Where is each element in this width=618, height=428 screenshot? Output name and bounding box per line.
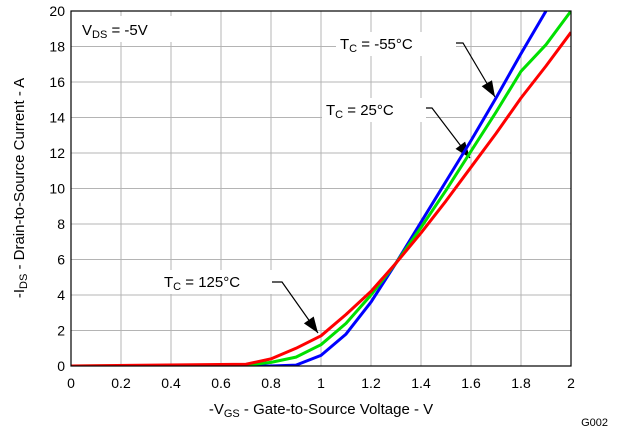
y-tick-label: 16: [49, 74, 65, 90]
tc-125-annotation: TC = 125°C: [164, 274, 240, 293]
tc-25-annotation-box: [322, 98, 426, 122]
x-tick-label: 1.6: [461, 375, 481, 391]
tc-125-annotation-leader: [272, 281, 319, 334]
y-tick-label: 8: [57, 216, 65, 232]
y-tick-label: 4: [57, 287, 65, 303]
y-tick-label: 14: [49, 110, 65, 126]
x-tick-label: 0.2: [111, 375, 131, 391]
x-tick-label: 1.2: [361, 375, 381, 391]
x-tick-label: 0: [67, 375, 75, 391]
tc-25-annotation-leader: [426, 107, 471, 159]
vds-annotation-box: [78, 16, 182, 42]
x-tick-label: 0.6: [211, 375, 231, 391]
y-tick-label: 2: [57, 323, 65, 339]
tc-25-annotation-arrowhead: [455, 141, 470, 158]
annotation-leaders: [272, 42, 496, 334]
x-tick-label: 1: [317, 375, 325, 391]
tc-125-annotation-arrowhead: [303, 316, 318, 333]
x-tick-label: 0.8: [261, 375, 281, 391]
y-tick-label: 10: [49, 181, 65, 197]
series-lines: [71, 11, 571, 366]
x-tick-label: 2: [567, 375, 575, 391]
tc-25-annotation: TC = 25°C: [326, 102, 394, 121]
tick-labels: 0 0.2 0.4 0.6 0.8 1 1.2 1.4 1.6 1.8 20246810121416…: [49, 3, 575, 391]
tc-minus55-annotation-box: [336, 32, 456, 56]
x-tick-label: 1.4: [411, 375, 431, 391]
y-tick-label: 0: [57, 358, 65, 374]
y-tick-label: 18: [49, 39, 65, 55]
x-tick-label: 1.8: [511, 375, 531, 391]
tc-minus55-annotation: TC = -55°C: [340, 36, 413, 55]
vds-annotation: VDS = -5V: [82, 22, 148, 41]
x-axis-label: -VGS - Gate-to-Source Voltage - V: [209, 401, 433, 420]
figure-id: G002: [581, 417, 608, 428]
series-line-3: [71, 31, 571, 366]
tc-minus55-annotation-leader: [456, 42, 496, 98]
tc-minus55-annotation-arrowhead: [481, 80, 495, 97]
x-tick-label: 0.4: [161, 375, 181, 391]
tc-125-annotation-box: [160, 270, 272, 294]
y-tick-label: 12: [49, 145, 65, 161]
plot-frame: [70, 10, 572, 367]
annotations: VDS = -5V TC = -55°C TC = 25°C TC = 125°C: [78, 16, 456, 294]
y-axis-label: -IDS - Drain-to-Source Current - A: [11, 78, 30, 298]
y-tick-label: 6: [57, 252, 65, 268]
y-tick-label: 20: [49, 3, 65, 19]
